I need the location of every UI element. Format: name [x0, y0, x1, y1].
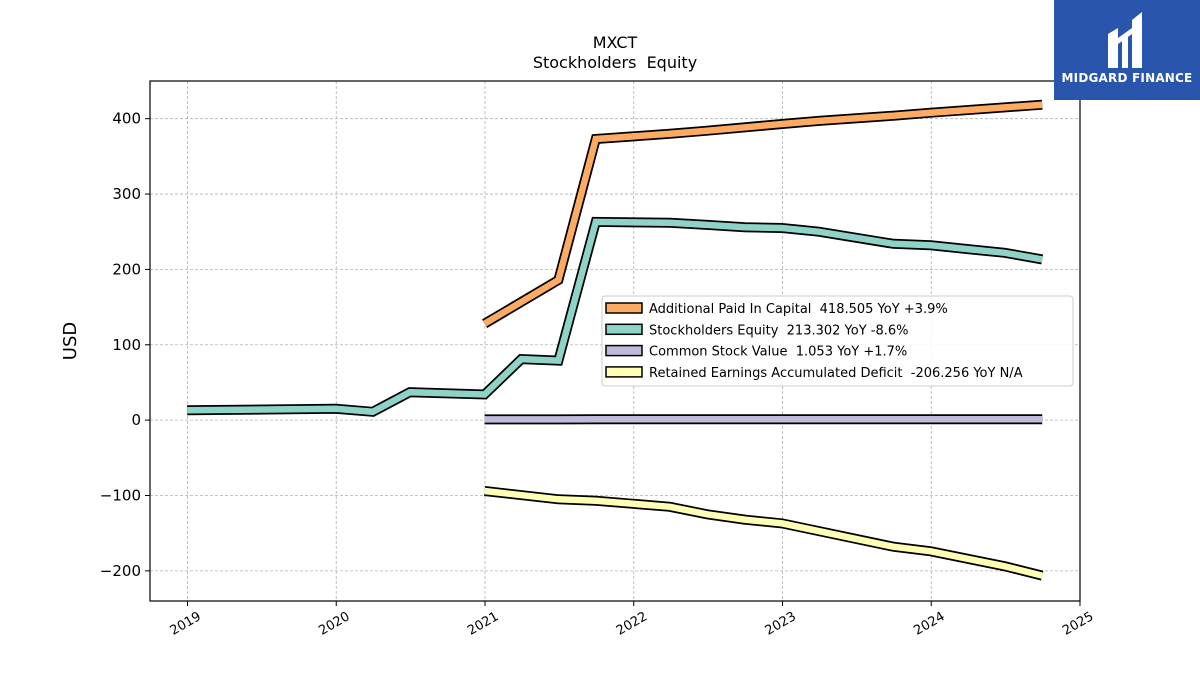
x-tick-label: 2022: [614, 609, 650, 639]
y-tick-label: 0: [131, 411, 141, 429]
logo-mark-icon: [1108, 12, 1142, 68]
y-tick-label: 200: [112, 260, 141, 278]
y-axis-label: USD: [60, 322, 81, 360]
x-tick-label: 2020: [316, 609, 352, 639]
series-line-outline-3: [484, 486, 1044, 581]
series-line-3: [484, 487, 1043, 579]
x-tick-label: 2023: [763, 609, 799, 639]
x-tick-label: 2025: [1060, 609, 1096, 639]
series-line-0: [482, 101, 1043, 327]
x-tick-label: 2021: [465, 609, 501, 639]
legend-entry-1: Stockholders Equity 213.302 YoY -8.6%: [649, 323, 909, 338]
legend-swatch-3: [605, 366, 643, 378]
legend-box: [601, 295, 1074, 387]
logo-text: MIDGARD FINANCE: [1061, 71, 1193, 85]
legend-swatch-2: [605, 344, 643, 357]
legend-entry-0: Additional Paid In Capital 418.505 YoY +…: [649, 302, 948, 317]
y-tick-label: −200: [100, 562, 141, 580]
legend-swatch-1: [605, 323, 643, 336]
chart-subtitle: Stockholders Equity: [533, 53, 697, 72]
legend-entry-3: Retained Earnings Accumulated Deficit -2…: [649, 366, 1023, 381]
x-tick-label: 2024: [911, 609, 947, 639]
midgard-finance-logo: MIDGARD FINANCE: [1054, 0, 1200, 100]
series-line-outline-0: [482, 99, 1043, 329]
plot-frame: [149, 80, 1081, 602]
series-line-1: [187, 218, 1043, 416]
y-tick-label: 400: [112, 110, 141, 128]
legend-entry-2: Common Stock Value 1.053 YoY +1.7%: [649, 345, 907, 360]
legend-swatch-0: [605, 302, 643, 314]
y-tick-label: 100: [112, 336, 141, 354]
x-tick-label: 2019: [168, 609, 204, 639]
y-tick-label: 300: [112, 185, 141, 203]
y-tick-label: −100: [100, 486, 141, 504]
chart-title: MXCT: [593, 33, 638, 52]
